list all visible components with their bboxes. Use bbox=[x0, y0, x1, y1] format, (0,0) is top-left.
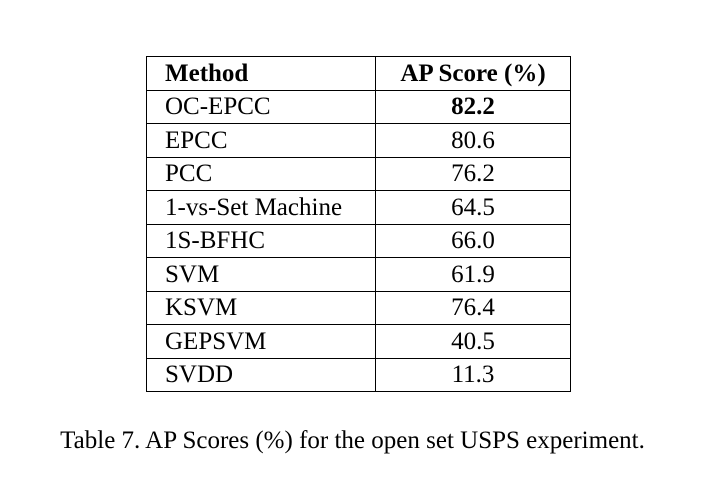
score-cell: 11.3 bbox=[375, 357, 571, 392]
method-cell: EPCC bbox=[146, 123, 376, 158]
score-cell: 82.2 bbox=[375, 89, 571, 124]
table-row: 1-vs-Set Machine 64.5 bbox=[146, 190, 571, 225]
score-cell: 76.2 bbox=[375, 156, 571, 191]
table-body: OC-EPCC 82.2 EPCC 80.6 PCC 76.2 1-vs-Set… bbox=[146, 89, 571, 392]
method-cell: OC-EPCC bbox=[146, 89, 376, 124]
score-cell: 66.0 bbox=[375, 223, 571, 258]
method-cell: 1-vs-Set Machine bbox=[146, 190, 376, 225]
header-row: Method AP Score (%) bbox=[146, 56, 571, 91]
table-row: KSVM 76.4 bbox=[146, 290, 571, 325]
method-cell: SVDD bbox=[146, 357, 376, 392]
header-ap-score: AP Score (%) bbox=[375, 56, 571, 91]
table-row: GEPSVM 40.5 bbox=[146, 324, 571, 359]
method-cell: 1S-BFHC bbox=[146, 223, 376, 258]
score-cell: 76.4 bbox=[375, 290, 571, 325]
score-cell: 40.5 bbox=[375, 324, 571, 359]
results-table: Method AP Score (%) OC-EPCC 82.2 EPCC 80… bbox=[146, 56, 571, 392]
score-cell: 61.9 bbox=[375, 257, 571, 292]
table-header: Method AP Score (%) bbox=[146, 56, 571, 91]
table-row: EPCC 80.6 bbox=[146, 123, 571, 158]
table-row: 1S-BFHC 66.0 bbox=[146, 223, 571, 258]
table-row: SVDD 11.3 bbox=[146, 357, 571, 392]
method-cell: PCC bbox=[146, 156, 376, 191]
header-method: Method bbox=[146, 56, 376, 91]
score-cell: 64.5 bbox=[375, 190, 571, 225]
table-row: SVM 61.9 bbox=[146, 257, 571, 292]
table-caption: Table 7. AP Scores (%) for the open set … bbox=[60, 427, 645, 454]
score-cell: 80.6 bbox=[375, 123, 571, 158]
method-cell: SVM bbox=[146, 257, 376, 292]
method-cell: KSVM bbox=[146, 290, 376, 325]
table-row: OC-EPCC 82.2 bbox=[146, 89, 571, 124]
table-row: PCC 76.2 bbox=[146, 156, 571, 191]
method-cell: GEPSVM bbox=[146, 324, 376, 359]
